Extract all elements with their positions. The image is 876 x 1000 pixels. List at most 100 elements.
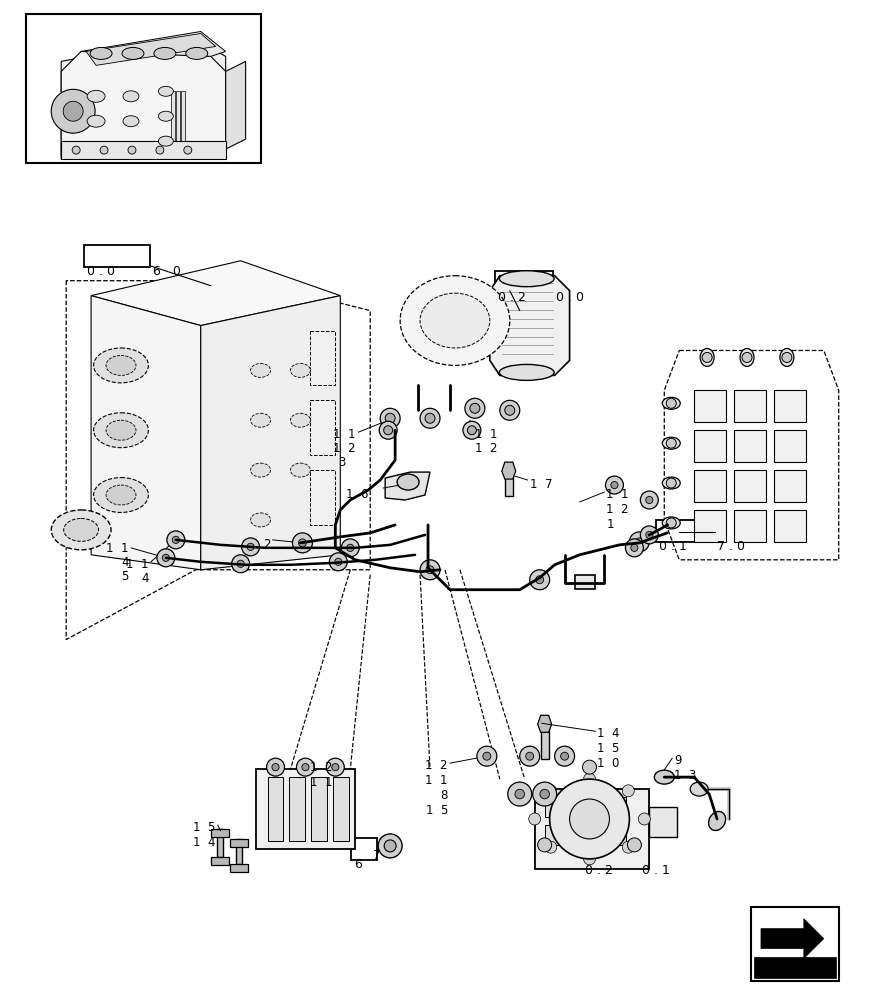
Bar <box>180 91 185 141</box>
Bar <box>26 14 260 163</box>
Text: 1  2: 1 2 <box>475 442 498 455</box>
Text: 0 . 2: 0 . 2 <box>498 291 526 304</box>
Circle shape <box>347 544 354 551</box>
Ellipse shape <box>87 90 105 102</box>
Ellipse shape <box>106 485 136 505</box>
Circle shape <box>51 89 95 133</box>
Ellipse shape <box>159 136 173 146</box>
Bar <box>230 864 248 872</box>
Text: 5: 5 <box>122 570 129 583</box>
Circle shape <box>299 539 307 547</box>
Circle shape <box>128 146 136 154</box>
Polygon shape <box>91 296 201 570</box>
Circle shape <box>426 566 434 574</box>
Bar <box>774 430 806 462</box>
Polygon shape <box>502 462 516 479</box>
Text: 1  2: 1 2 <box>606 503 629 516</box>
Circle shape <box>640 526 658 544</box>
Bar <box>604 797 626 817</box>
Circle shape <box>782 352 792 362</box>
Bar <box>495 271 553 293</box>
Circle shape <box>378 834 402 858</box>
Circle shape <box>540 789 549 799</box>
Bar <box>216 829 223 857</box>
Text: 7: 7 <box>372 849 380 862</box>
Polygon shape <box>761 919 823 959</box>
Circle shape <box>296 758 314 776</box>
Polygon shape <box>385 472 430 500</box>
Text: 0 . 0: 0 . 0 <box>555 291 583 304</box>
Text: 1  2: 1 2 <box>333 442 356 455</box>
Bar <box>604 825 626 845</box>
Circle shape <box>629 532 649 552</box>
Circle shape <box>266 758 285 776</box>
Ellipse shape <box>90 47 112 59</box>
Bar <box>754 957 836 978</box>
Ellipse shape <box>662 477 681 489</box>
Circle shape <box>536 576 544 584</box>
Bar <box>649 807 677 837</box>
Text: 9: 9 <box>675 754 682 767</box>
Circle shape <box>247 543 254 550</box>
Circle shape <box>342 539 359 557</box>
Text: 0 . 1: 0 . 1 <box>642 864 670 877</box>
Bar <box>230 839 248 847</box>
Circle shape <box>385 413 395 423</box>
Circle shape <box>742 352 752 362</box>
Circle shape <box>302 764 309 771</box>
Polygon shape <box>91 261 340 326</box>
Text: 1  1: 1 1 <box>606 488 629 501</box>
Bar <box>505 471 512 496</box>
Text: 1  1: 1 1 <box>426 774 448 787</box>
Text: 6   0: 6 0 <box>153 265 180 278</box>
Bar <box>311 777 328 841</box>
Circle shape <box>667 478 676 488</box>
Circle shape <box>465 398 484 418</box>
Bar <box>310 331 336 385</box>
Circle shape <box>332 764 339 771</box>
Circle shape <box>420 560 440 580</box>
Ellipse shape <box>64 518 99 541</box>
Circle shape <box>242 538 259 556</box>
Bar <box>694 430 726 462</box>
Circle shape <box>646 496 653 504</box>
Ellipse shape <box>662 437 681 449</box>
Ellipse shape <box>251 413 271 427</box>
Circle shape <box>505 405 515 415</box>
Circle shape <box>533 782 556 806</box>
Ellipse shape <box>709 811 725 830</box>
Ellipse shape <box>400 276 510 365</box>
Circle shape <box>583 853 596 865</box>
Ellipse shape <box>94 413 148 448</box>
Circle shape <box>173 536 180 543</box>
Bar <box>545 825 567 845</box>
Text: 1  7: 1 7 <box>530 478 552 491</box>
Bar <box>540 724 548 759</box>
Ellipse shape <box>291 413 310 427</box>
Circle shape <box>549 779 629 859</box>
Circle shape <box>646 531 653 538</box>
Bar <box>267 777 284 841</box>
Text: 1  3: 1 3 <box>675 769 696 782</box>
Circle shape <box>529 813 540 825</box>
Circle shape <box>327 758 344 776</box>
Ellipse shape <box>186 47 208 59</box>
Ellipse shape <box>94 478 148 512</box>
Text: 0 . 1: 0 . 1 <box>660 540 687 553</box>
Circle shape <box>667 438 676 448</box>
Circle shape <box>184 146 192 154</box>
Circle shape <box>500 400 519 420</box>
Polygon shape <box>538 715 552 732</box>
Polygon shape <box>61 36 226 156</box>
Text: 1  5: 1 5 <box>426 804 448 817</box>
Bar <box>774 390 806 422</box>
Ellipse shape <box>251 363 271 377</box>
Ellipse shape <box>662 517 681 529</box>
Bar <box>61 141 226 159</box>
Bar <box>236 839 242 864</box>
Ellipse shape <box>251 513 271 527</box>
Ellipse shape <box>662 397 681 409</box>
Circle shape <box>583 760 597 774</box>
Ellipse shape <box>123 116 139 127</box>
Circle shape <box>515 789 525 799</box>
